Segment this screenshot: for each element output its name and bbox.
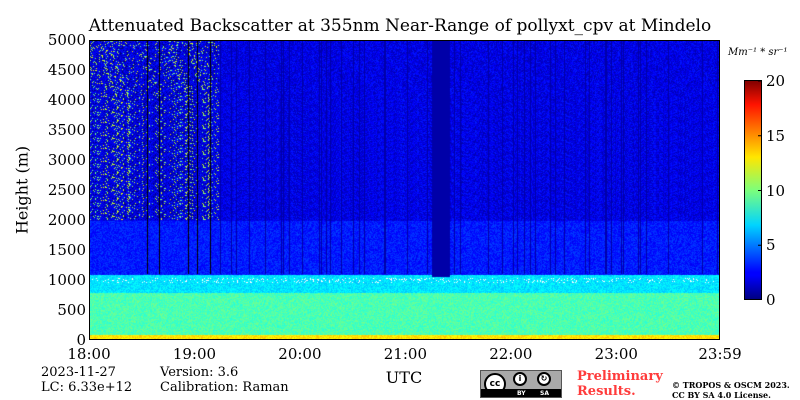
chart-title: Attenuated Backscatter at 355nm Near-Ran… — [88, 16, 712, 36]
colorbar-tick-label: 20 — [766, 72, 786, 90]
y-tick-label: 0 — [76, 331, 86, 349]
version-label: Version: 3.6 — [160, 365, 239, 380]
copyright-notice: © TROPOS & OSCM 2023. CC BY SA 4.0 Licen… — [672, 380, 790, 400]
x-tick-label: 22:00 — [489, 345, 533, 363]
x-axis-label: UTC — [385, 368, 423, 387]
y-tick-label: 1000 — [47, 271, 86, 289]
y-tick-label: 3500 — [47, 121, 86, 139]
preliminary-notice: Preliminary Results. — [577, 369, 663, 399]
x-tick-label: 20:00 — [278, 345, 322, 363]
y-tick-label: 2000 — [47, 211, 86, 229]
preliminary-line-2: Results. — [577, 384, 636, 399]
cc-license-logo: cc i ↻ BY SA — [480, 370, 562, 398]
colorbar-tick-label: 15 — [766, 126, 786, 145]
preliminary-line-1: Preliminary — [577, 369, 663, 384]
y-tick-label: 1500 — [47, 241, 86, 259]
license-by-text: BY — [517, 390, 526, 397]
lc-label: LC: 6.33e+12 — [41, 380, 133, 395]
y-tick-label: 4000 — [47, 91, 86, 109]
y-tick-label: 4500 — [47, 61, 86, 79]
x-tick-label: 21:00 — [383, 345, 427, 363]
heatmap-image — [89, 40, 720, 340]
x-tick-label: 23:59 — [698, 345, 742, 363]
y-tick-label: 500 — [57, 301, 86, 319]
x-tick-label: 23:00 — [594, 345, 638, 363]
sa-share-icon: ↻ — [537, 372, 551, 386]
copyright-line-1: © TROPOS & OSCM 2023. — [672, 380, 790, 390]
y-tick-label: 3000 — [47, 151, 86, 169]
date-label: 2023-11-27 — [41, 365, 116, 380]
colorbar-tick-label: 0 — [766, 291, 776, 309]
copyright-line-2: CC BY SA 4.0 License. — [672, 390, 771, 400]
by-person-icon: i — [513, 372, 527, 386]
colorbar-tick-label: 10 — [766, 181, 786, 200]
calibration-label: Calibration: Raman — [160, 380, 289, 395]
y-axis-label: Height (m) — [12, 145, 32, 235]
license-sa-text: SA — [540, 390, 549, 397]
y-tick-label: 2500 — [47, 181, 86, 199]
x-tick-label: 18:00 — [67, 345, 111, 363]
x-tick-label: 19:00 — [172, 345, 217, 363]
y-tick-label: 5000 — [47, 31, 86, 49]
plot-frame — [89, 40, 720, 340]
backscatter-heatmap — [89, 40, 720, 340]
colorbar — [744, 80, 762, 300]
colorbar-unit: Mm⁻¹ * sr⁻¹ — [728, 47, 788, 58]
colorbar-tick-label: 5 — [766, 236, 776, 255]
